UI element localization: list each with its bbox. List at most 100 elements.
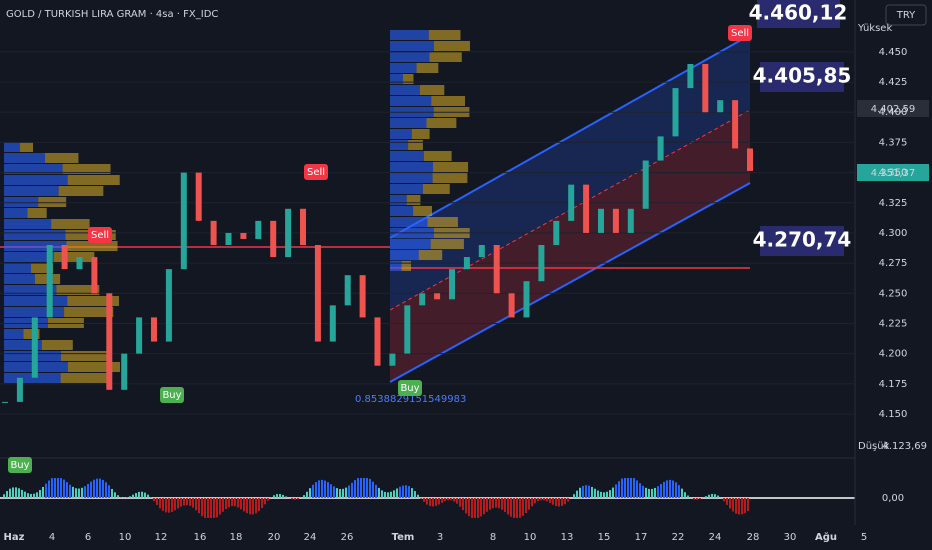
x-tick-label: Haz <box>4 532 25 543</box>
oscillator-bar <box>573 494 575 498</box>
oscillator-bar <box>486 498 488 512</box>
x-tick-label: 16 <box>194 532 207 543</box>
oscillator-bar <box>651 488 653 498</box>
oscillator-bar <box>618 481 620 498</box>
candle <box>210 220 217 245</box>
oscillator-zero: 0,00 <box>882 493 904 504</box>
x-tick-label: 30 <box>784 532 797 543</box>
oscillator-bar <box>312 484 314 498</box>
oscillator-bar <box>744 498 746 513</box>
oscillator-bar <box>246 498 248 514</box>
candle <box>702 63 709 113</box>
oscillator-bar <box>327 482 329 498</box>
x-tick-label: 26 <box>341 532 354 543</box>
oscillator-bar <box>645 487 647 498</box>
volume-profile-bar <box>4 175 68 185</box>
oscillator-bar <box>678 485 680 498</box>
candle <box>165 269 172 342</box>
oscillator-bar <box>183 498 185 506</box>
y-tick-label: 4.250 <box>879 288 908 299</box>
candle <box>553 220 560 245</box>
oscillator-bar <box>474 498 476 518</box>
fib-label: 0.8538829151549983 <box>355 394 466 405</box>
x-tick-label: 24 <box>304 532 317 543</box>
oscillator-bar <box>555 498 557 507</box>
high-label: Yüksek <box>857 23 892 34</box>
oscillator-bar <box>240 498 242 510</box>
oscillator-bar <box>519 498 521 518</box>
oscillator-bar <box>285 496 287 498</box>
volume-profile-bar <box>4 219 52 229</box>
volume-profile-bar <box>390 74 403 84</box>
oscillator-bar <box>237 498 239 508</box>
oscillator-bar <box>507 498 509 515</box>
oscillator-bar <box>432 498 434 507</box>
oscillator-bar <box>345 487 347 498</box>
candle <box>180 172 187 270</box>
oscillator-bar <box>465 498 467 514</box>
oscillator-bar <box>612 487 614 498</box>
oscillator-bar <box>186 498 188 506</box>
oscillator-bar <box>282 494 284 498</box>
oscillator-bar <box>525 498 527 514</box>
candle <box>389 353 396 366</box>
volume-profile-bar <box>390 118 427 128</box>
callout-box <box>760 226 844 256</box>
volume-profile-bar <box>4 241 67 251</box>
oscillator-bar <box>732 498 734 512</box>
volume-profile-bar <box>4 153 45 163</box>
oscillator-bar <box>30 493 32 498</box>
volume-profile-bar <box>411 129 430 139</box>
oscillator-bar <box>708 494 710 498</box>
candle <box>627 208 634 233</box>
volume-profile-bar <box>4 373 61 383</box>
candle <box>493 245 500 294</box>
oscillator-bar <box>747 498 749 512</box>
oscillator-bar <box>336 488 338 498</box>
volume-profile-bar <box>418 250 443 260</box>
oscillator-bar <box>234 498 236 507</box>
oscillator-bar <box>306 491 308 498</box>
oscillator-bar <box>537 498 539 502</box>
oscillator-bar <box>261 498 263 509</box>
oscillator-bar <box>624 478 626 498</box>
candle <box>568 184 575 221</box>
currency-button[interactable] <box>885 4 927 26</box>
oscillator-bar <box>444 498 446 502</box>
candle <box>478 245 485 258</box>
oscillator-bar <box>357 478 359 498</box>
currency[interactable]: TRY <box>896 10 916 21</box>
oscillator-bar <box>99 478 101 498</box>
volume-profile-bar <box>64 307 114 317</box>
oscillator-bar <box>660 483 662 498</box>
volume-profile-bar <box>406 195 421 205</box>
volume-profile-bar <box>51 219 90 229</box>
volume-profile-bar <box>67 296 119 306</box>
y-tick-label: 4.175 <box>879 379 908 390</box>
candle <box>151 317 157 342</box>
oscillator-bar <box>24 491 26 498</box>
oscillator-bar <box>180 498 182 507</box>
oscillator-bar <box>318 480 320 498</box>
oscillator-bar <box>405 485 407 498</box>
oscillator-bar <box>159 498 161 509</box>
oscillator-bar <box>723 498 725 502</box>
last-tag <box>857 164 929 181</box>
volume-profile-bar <box>390 63 417 73</box>
candle <box>240 232 247 239</box>
oscillator-bar <box>435 498 437 506</box>
oscillator-bar <box>636 480 638 498</box>
oscillator-bar <box>492 498 494 509</box>
volume-profile-bar <box>60 351 108 361</box>
oscillator-bar <box>258 498 260 512</box>
volume-profile-bar <box>416 63 439 73</box>
oscillator-bar <box>354 480 356 498</box>
volume-profile-bar <box>426 118 457 128</box>
volume-profile-bar <box>390 96 432 106</box>
candle <box>76 257 83 270</box>
oscillator-bar <box>141 491 143 498</box>
oscillator-bar <box>558 498 560 507</box>
volume-profile-bar <box>390 129 412 139</box>
oscillator-bar <box>675 482 677 498</box>
volume-profile-bar <box>38 197 67 207</box>
